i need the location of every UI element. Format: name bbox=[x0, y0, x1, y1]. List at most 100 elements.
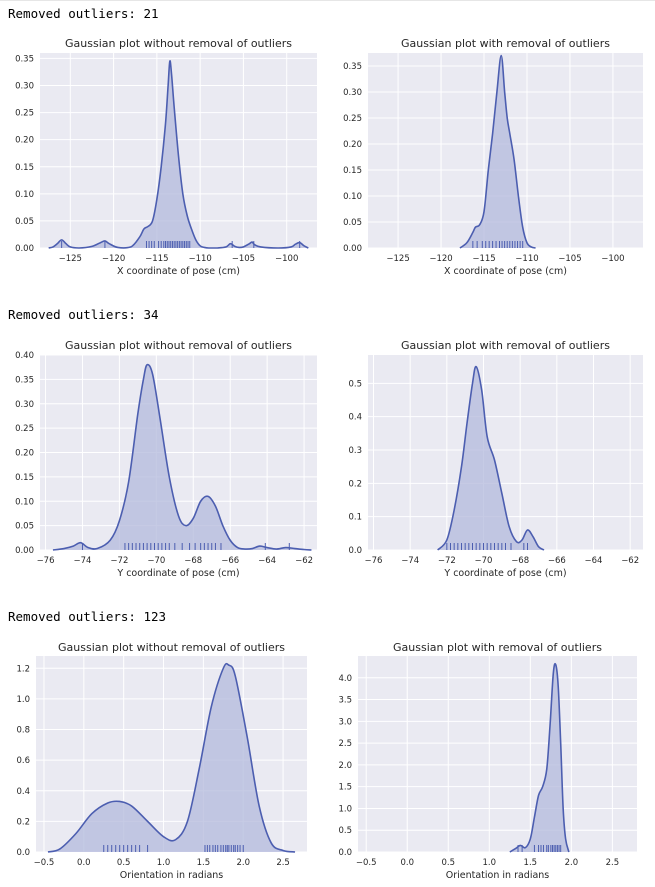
y-tick-label: 0.15 bbox=[15, 473, 34, 483]
x-tick-label: −64 bbox=[258, 556, 276, 566]
x-tick-label: 2.5 bbox=[606, 858, 620, 868]
y-tick-label: 0.5 bbox=[348, 379, 362, 389]
x-tick-label: −100 bbox=[275, 254, 298, 264]
chart-2-xlabel: X coordinate of pose (cm) bbox=[444, 266, 567, 277]
x-tick-label: −115 bbox=[145, 254, 168, 264]
chart-2-title: Gaussian plot with removal of outliers bbox=[401, 37, 610, 50]
y-tick-label: 0.30 bbox=[343, 88, 362, 98]
y-tick-label: 0.25 bbox=[15, 109, 34, 119]
x-tick-label: −72 bbox=[438, 556, 456, 566]
chart-3-title: Gaussian plot without removal of outlier… bbox=[65, 339, 292, 352]
kde-line bbox=[509, 662, 570, 853]
plot-area bbox=[36, 656, 307, 852]
x-tick-label: 0.0 bbox=[400, 858, 414, 868]
y-tick-label: 0.00 bbox=[343, 244, 362, 254]
y-tick-label: 0.25 bbox=[15, 424, 34, 434]
kde-line bbox=[437, 365, 545, 551]
chart-6-title: Gaussian plot with removal of outliers bbox=[393, 641, 602, 654]
y-tick-label: 0.20 bbox=[15, 136, 34, 146]
y-tick-label: 1.0 bbox=[16, 695, 30, 705]
output-text-2: Removed outliers: 34 bbox=[8, 307, 159, 322]
y-tick-label: 0.05 bbox=[343, 218, 362, 228]
x-tick-label: 1.5 bbox=[197, 858, 211, 868]
y-tick-label: 0.0 bbox=[338, 848, 352, 858]
y-tick-label: 0.20 bbox=[343, 140, 362, 150]
x-tick-label: −76 bbox=[365, 556, 383, 566]
x-tick-label: −64 bbox=[585, 556, 603, 566]
y-tick-label: 0.10 bbox=[343, 192, 362, 202]
x-tick-label: −66 bbox=[221, 556, 239, 566]
y-tick-label: 0.30 bbox=[15, 82, 34, 92]
y-tick-label: 0.30 bbox=[15, 400, 34, 410]
x-tick-label: −120 bbox=[102, 254, 125, 264]
y-tick-label: 0.4 bbox=[348, 413, 362, 423]
x-tick-label: 2.0 bbox=[236, 858, 250, 868]
y-tick-label: 0.2 bbox=[16, 817, 30, 827]
chart-4-title: Gaussian plot with removal of outliers bbox=[401, 339, 610, 352]
x-tick-label: 0.5 bbox=[441, 858, 455, 868]
y-tick-label: 0.35 bbox=[15, 54, 34, 64]
y-tick-label: 0.00 bbox=[15, 546, 34, 556]
y-tick-label: 0.25 bbox=[343, 114, 362, 124]
x-tick-label: −125 bbox=[59, 254, 82, 264]
kde-chart-y-without-removal: 0.00 0.05 0.10 0.15 0.20 0.25 0.30 0.35 0.40 −76 −… bbox=[15, 339, 317, 579]
y-tick-label: 0.15 bbox=[343, 166, 362, 176]
output-text-3: Removed outliers: 123 bbox=[8, 609, 167, 624]
y-tick-label: 4.0 bbox=[338, 674, 352, 684]
plot-area bbox=[358, 656, 637, 852]
kde-chart-x-with-removal: 0.00 0.05 0.10 0.15 0.20 0.25 0.30 0.35 −125 −120… bbox=[343, 37, 643, 277]
y-tick-label: 0.6 bbox=[16, 756, 30, 766]
x-tick-label: −62 bbox=[621, 556, 639, 566]
x-tick-label: −0.5 bbox=[34, 858, 55, 868]
x-tick-label: −0.5 bbox=[356, 858, 377, 868]
x-tick-label: −110 bbox=[188, 254, 211, 264]
x-tick-label: 2.5 bbox=[276, 858, 290, 868]
kde-line bbox=[47, 662, 296, 853]
y-tick-label: 1.0 bbox=[338, 804, 352, 814]
y-tick-label: 0.1 bbox=[348, 513, 362, 523]
x-tick-label: 2.0 bbox=[565, 858, 579, 868]
chart-1-xlabel: X coordinate of pose (cm) bbox=[117, 266, 240, 277]
kde-area bbox=[47, 663, 296, 852]
x-tick-label: −120 bbox=[429, 254, 452, 264]
y-tick-label: 0.40 bbox=[15, 351, 34, 361]
x-tick-label: 0.0 bbox=[77, 858, 91, 868]
y-tick-label: 0.05 bbox=[15, 522, 34, 532]
kde-line bbox=[48, 60, 309, 249]
x-tick-label: −74 bbox=[73, 556, 91, 566]
y-tick-label: 1.2 bbox=[16, 664, 30, 674]
chart-6-xlabel: Orientation in radians bbox=[446, 870, 550, 881]
x-tick-label: −105 bbox=[558, 254, 581, 264]
y-tick-label: 0.5 bbox=[338, 826, 352, 836]
x-tick-label: 0.5 bbox=[117, 858, 131, 868]
x-tick-label: −70 bbox=[475, 556, 493, 566]
y-tick-label: 2.5 bbox=[338, 739, 352, 749]
y-tick-label: 0.8 bbox=[16, 726, 30, 736]
x-tick-label: −68 bbox=[511, 556, 529, 566]
x-tick-label: −110 bbox=[515, 254, 538, 264]
y-tick-label: 0.4 bbox=[16, 787, 30, 797]
kde-area bbox=[48, 60, 309, 248]
y-tick-label: 0.0 bbox=[16, 848, 30, 858]
top-divider bbox=[0, 0, 655, 1]
kde-area bbox=[509, 663, 569, 852]
y-tick-label: 3.5 bbox=[338, 696, 352, 706]
kde-line bbox=[459, 54, 536, 249]
y-tick-label: 0.05 bbox=[15, 217, 34, 227]
x-tick-label: −70 bbox=[147, 556, 165, 566]
y-tick-label: 0.2 bbox=[348, 479, 362, 489]
x-tick-label: −76 bbox=[37, 556, 55, 566]
y-tick-label: 0.10 bbox=[15, 497, 34, 507]
y-tick-label: 1.5 bbox=[338, 783, 352, 793]
x-tick-label: −115 bbox=[472, 254, 495, 264]
x-tick-label: 1.0 bbox=[157, 858, 171, 868]
x-tick-label: −66 bbox=[548, 556, 566, 566]
kde-chart-orientation-without-removal: 0.0 0.2 0.4 0.6 0.8 1.0 1.2 −0.5 0.0 0.5 1.0 1.5 2.0… bbox=[16, 641, 307, 881]
x-tick-label: −100 bbox=[601, 254, 624, 264]
x-tick-label: −125 bbox=[386, 254, 409, 264]
kde-chart-orientation-with-removal: 0.0 0.5 1.0 1.5 2.0 2.5 3.0 3.5 4.0 −0.5 0.0 0.5 1.0… bbox=[338, 641, 637, 881]
y-tick-label: 0.00 bbox=[15, 244, 34, 254]
x-tick-label: 1.5 bbox=[524, 858, 538, 868]
y-tick-label: 0.3 bbox=[348, 446, 362, 456]
y-tick-label: 2.0 bbox=[338, 761, 352, 771]
